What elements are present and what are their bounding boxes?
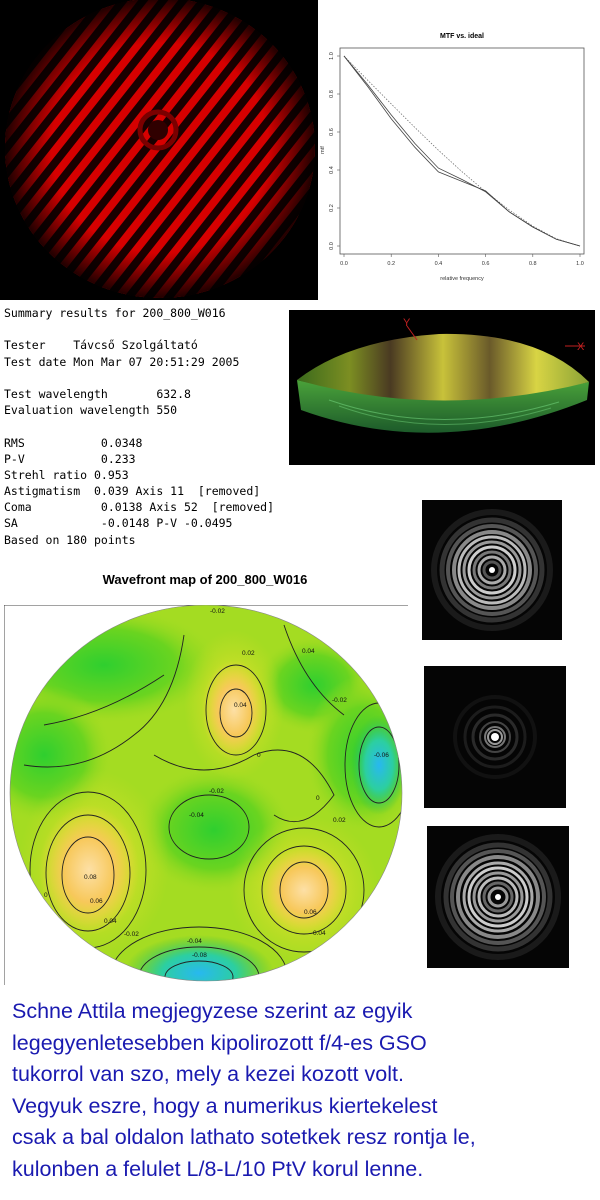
- y-tick-label: 0.0: [329, 242, 335, 250]
- pv-line: P-V 0.233: [4, 451, 136, 466]
- contour-label: -0.04: [187, 938, 202, 945]
- contour-label: 0.02: [242, 650, 255, 657]
- contour-label: -0.08: [192, 952, 207, 959]
- y-tick-label: 0.4: [329, 166, 335, 174]
- contour-label: -0.06: [374, 752, 389, 759]
- summary-title: Summary results for 200_800_W016: [4, 306, 226, 320]
- contour-label: 0.06: [90, 898, 103, 905]
- x-tick-label: 0.0: [340, 261, 348, 267]
- note-line: Schne Attila megjegyzese szerint az egyi…: [12, 999, 413, 1023]
- contour-label: 0.02: [333, 817, 346, 824]
- summary-results: Summary results for 200_800_W016 Tester …: [4, 305, 289, 547]
- plot-frame: [339, 47, 585, 255]
- strehl-line: Strehl ratio 0.953: [4, 467, 129, 482]
- interferogram-image: [0, 0, 318, 300]
- series-line-ideal: [343, 55, 581, 247]
- note-line: Vegyuk eszre, hogy a numerikus kiertekel…: [12, 1093, 438, 1118]
- psf-image-defocus-outside: [427, 826, 569, 968]
- contour-label: 0.04: [104, 918, 117, 925]
- mtf-chart: MTF vs. ideal relative frequency mtf 0.0…: [318, 0, 600, 300]
- series-line-measured: [343, 55, 581, 247]
- note-line: legegyenletesebben kipolirozott f/4-es G…: [12, 1030, 427, 1055]
- series-line-measured: [343, 55, 581, 247]
- x-tick-label: 0.4: [435, 261, 443, 267]
- contour-label: -0.02: [124, 931, 139, 938]
- y-tick-label: 0.2: [329, 204, 335, 212]
- y-axis-label: mtf: [320, 146, 326, 154]
- chart-title: MTF vs. ideal: [440, 33, 484, 40]
- contour-label: 0.06: [304, 909, 317, 916]
- x-tick-label: 0.8: [529, 261, 537, 267]
- test-date-line: Test date Mon Mar 07 20:51:29 2005: [4, 354, 240, 369]
- note-line: kulonben a felulet L/8-L/10 PtV korul le…: [12, 1156, 424, 1181]
- contour-label: -0.02: [74, 944, 89, 951]
- sa-line: SA -0.0148 P-V -0.0495: [4, 516, 233, 531]
- note-line: tukorrol van szo, mely a kezei kozott vo…: [12, 1062, 404, 1086]
- astigmatism-line: Astigmatism 0.039 Axis 11 [removed]: [4, 484, 261, 499]
- contour-label: 0: [316, 795, 320, 802]
- note-line: csak a bal oldalon lathato sotetkek resz…: [12, 1125, 476, 1149]
- surface-3d-view: Y X: [289, 310, 595, 465]
- contour-label: -0.04: [189, 812, 204, 819]
- contour-label: 0.08: [84, 874, 97, 881]
- y-tick-label: 0.6: [329, 128, 335, 136]
- y-tick-label: 0.8: [329, 90, 335, 98]
- contour-label: 0.04: [234, 702, 247, 709]
- tester-line: Tester Távcső Szolgáltató: [4, 338, 198, 353]
- psf-image-defocus-inside: [422, 500, 562, 640]
- wavefront-map: -0.02 0.02 0.04 0.04 -0.02 -0.06 0 -0.02 -0.04 0 0…: [3, 604, 408, 985]
- x-tick-label: 1.0: [576, 261, 584, 267]
- wavefront-map-title: Wavefront map of 200_800_W016: [102, 572, 308, 587]
- note-text: Schne Attila megjegyzese szerint az egyi…: [12, 996, 597, 1185]
- x-axis-label: relative frequency: [440, 276, 484, 282]
- coma-line: Coma 0.0138 Axis 52 [removed]: [4, 500, 275, 515]
- based-on-line: Based on 180 points: [4, 532, 136, 547]
- contour-label: 0: [44, 892, 48, 899]
- x-tick-label: 0.6: [482, 261, 490, 267]
- eval-wavelength-line: Evaluation wavelength 550: [4, 403, 178, 418]
- contour-label: 0.04: [302, 648, 315, 655]
- contour-label: -0.02: [332, 697, 347, 704]
- test-wavelength-line: Test wavelength 632.8: [4, 386, 191, 401]
- contour-label: 0: [257, 752, 261, 759]
- x-tick-label: 0.2: [387, 261, 395, 267]
- contour-label: 0.04: [313, 930, 326, 937]
- contour-label: 0.02: [32, 920, 45, 927]
- rms-line: RMS 0.0348: [4, 435, 143, 450]
- contour-label: -0.02: [209, 788, 224, 795]
- x-axis-label-3d: X: [577, 341, 585, 353]
- psf-image-focus: [424, 666, 566, 808]
- contour-label: -0.02: [210, 608, 225, 615]
- y-axis-label-3d: Y: [403, 317, 411, 329]
- y-tick-label: 1.0: [329, 52, 335, 60]
